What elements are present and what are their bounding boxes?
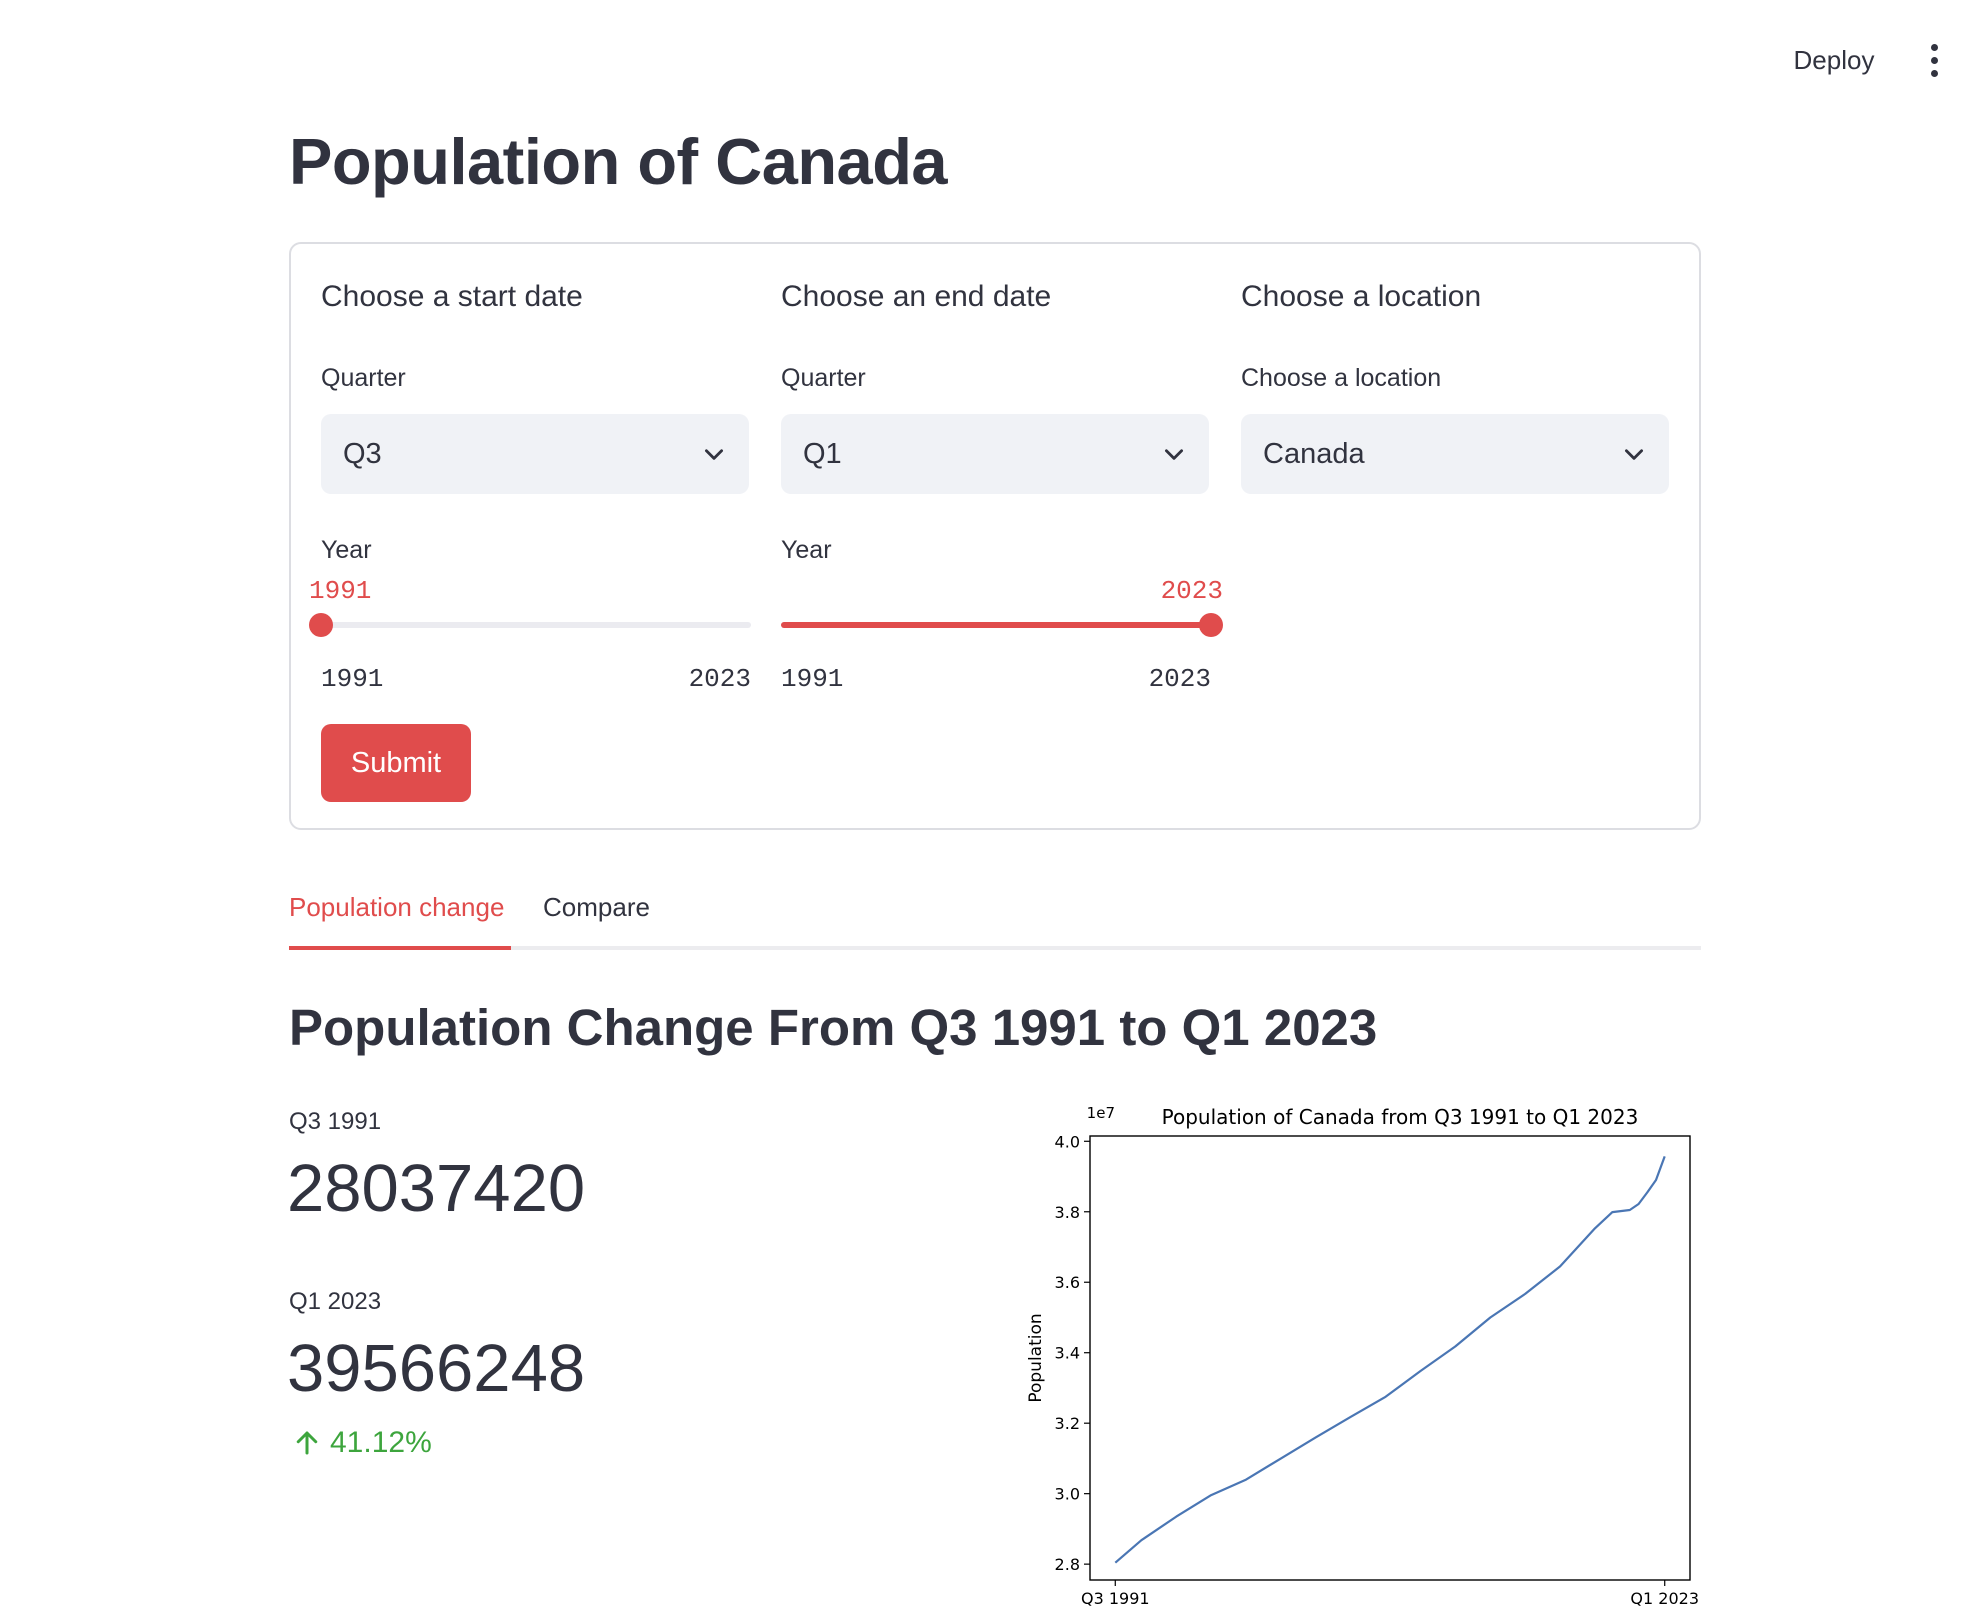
top-bar: Deploy xyxy=(0,0,1966,120)
y-axis-label: Population xyxy=(1026,1313,1046,1402)
start-year-max: 2023 xyxy=(688,664,751,694)
page-title: Population of Canada xyxy=(289,125,948,198)
y-tick-label: 2.8 xyxy=(1055,1555,1080,1574)
end-year-current-value: 2023 xyxy=(1160,576,1223,606)
tab-compare[interactable]: Compare xyxy=(543,892,650,922)
start-year-label: Year xyxy=(321,536,372,564)
section-title: Population Change From Q3 1991 to Q1 202… xyxy=(289,999,1378,1056)
location-heading: Choose a location xyxy=(1241,280,1482,313)
x-tick-label: Q3 1991 xyxy=(1081,1589,1150,1606)
tab-baseline xyxy=(289,946,1701,950)
tab-population-change[interactable]: Population change xyxy=(289,892,505,922)
slider-fill xyxy=(781,622,1211,628)
end-quarter-value: Q1 xyxy=(803,437,842,470)
slider-track[interactable] xyxy=(321,622,751,628)
start-quarter-label: Quarter xyxy=(321,364,406,392)
menu-dot xyxy=(1930,43,1938,51)
deploy-button[interactable]: Deploy xyxy=(1793,44,1875,75)
y-tick-label: 3.6 xyxy=(1055,1273,1080,1292)
end-year-max: 2023 xyxy=(1148,664,1211,694)
location-label: Choose a location xyxy=(1241,364,1442,392)
metric-delta-value: 41.12% xyxy=(330,1426,432,1459)
end-metric-label: Q1 2023 xyxy=(289,1288,382,1315)
population-line xyxy=(1114,1156,1666,1564)
menu-dot xyxy=(1930,69,1938,77)
start-date-heading: Choose a start date xyxy=(321,280,583,313)
menu-dot xyxy=(1930,56,1938,64)
start-year-current-value: 1991 xyxy=(309,576,372,606)
chevron-down-icon xyxy=(705,449,723,460)
end-quarter-select[interactable]: Q1 xyxy=(781,414,1209,494)
end-year-label: Year xyxy=(781,536,832,564)
more-vertical-icon[interactable] xyxy=(1914,38,1954,82)
y-tick-label: 3.2 xyxy=(1055,1414,1080,1433)
slider-thumb[interactable] xyxy=(309,613,333,637)
y-multiplier-label: 1e7 xyxy=(1087,1104,1115,1122)
start-metric-label: Q3 1991 xyxy=(289,1108,382,1135)
chart-frame xyxy=(1089,1135,1691,1581)
tab-bar: Population change Compare xyxy=(289,880,1701,952)
y-tick-label: 3.8 xyxy=(1055,1203,1080,1222)
location-select[interactable]: Canada xyxy=(1241,414,1669,494)
y-tick-label: 3.4 xyxy=(1055,1344,1080,1363)
y-tick-label: 4.0 xyxy=(1055,1132,1080,1151)
end-metric-value: 39566248 xyxy=(287,1331,586,1406)
submit-button[interactable]: Submit xyxy=(321,724,471,802)
arrow-up-icon xyxy=(296,1431,318,1455)
x-tick-label: Q1 2023 xyxy=(1630,1589,1699,1606)
chevron-down-icon xyxy=(1165,449,1183,460)
slider-thumb[interactable] xyxy=(1199,613,1223,637)
end-year-slider[interactable]: 2023 1991 2023 xyxy=(781,576,1223,696)
start-year-slider[interactable]: 1991 1991 2023 xyxy=(309,576,751,696)
date-location-form: Choose a start date Quarter Q3 Year 1991… xyxy=(289,242,1701,830)
start-year-min: 1991 xyxy=(321,664,384,694)
start-metric-value: 28037420 xyxy=(287,1151,586,1226)
start-quarter-value: Q3 xyxy=(343,437,382,470)
metric-delta: 41.12% xyxy=(292,1426,432,1460)
end-date-heading: Choose an end date xyxy=(781,280,1052,313)
population-chart: Population of Canada from Q3 1991 to Q1 … xyxy=(1026,1104,1699,1606)
end-quarter-label: Quarter xyxy=(781,364,866,392)
y-tick-label: 3.0 xyxy=(1055,1485,1080,1504)
location-value: Canada xyxy=(1263,437,1365,470)
chart-title: Population of Canada from Q3 1991 to Q1 … xyxy=(1162,1105,1639,1129)
end-year-min: 1991 xyxy=(781,664,844,694)
chevron-down-icon xyxy=(1625,449,1643,460)
tab-active-indicator xyxy=(289,946,511,950)
start-quarter-select[interactable]: Q3 xyxy=(321,414,749,494)
